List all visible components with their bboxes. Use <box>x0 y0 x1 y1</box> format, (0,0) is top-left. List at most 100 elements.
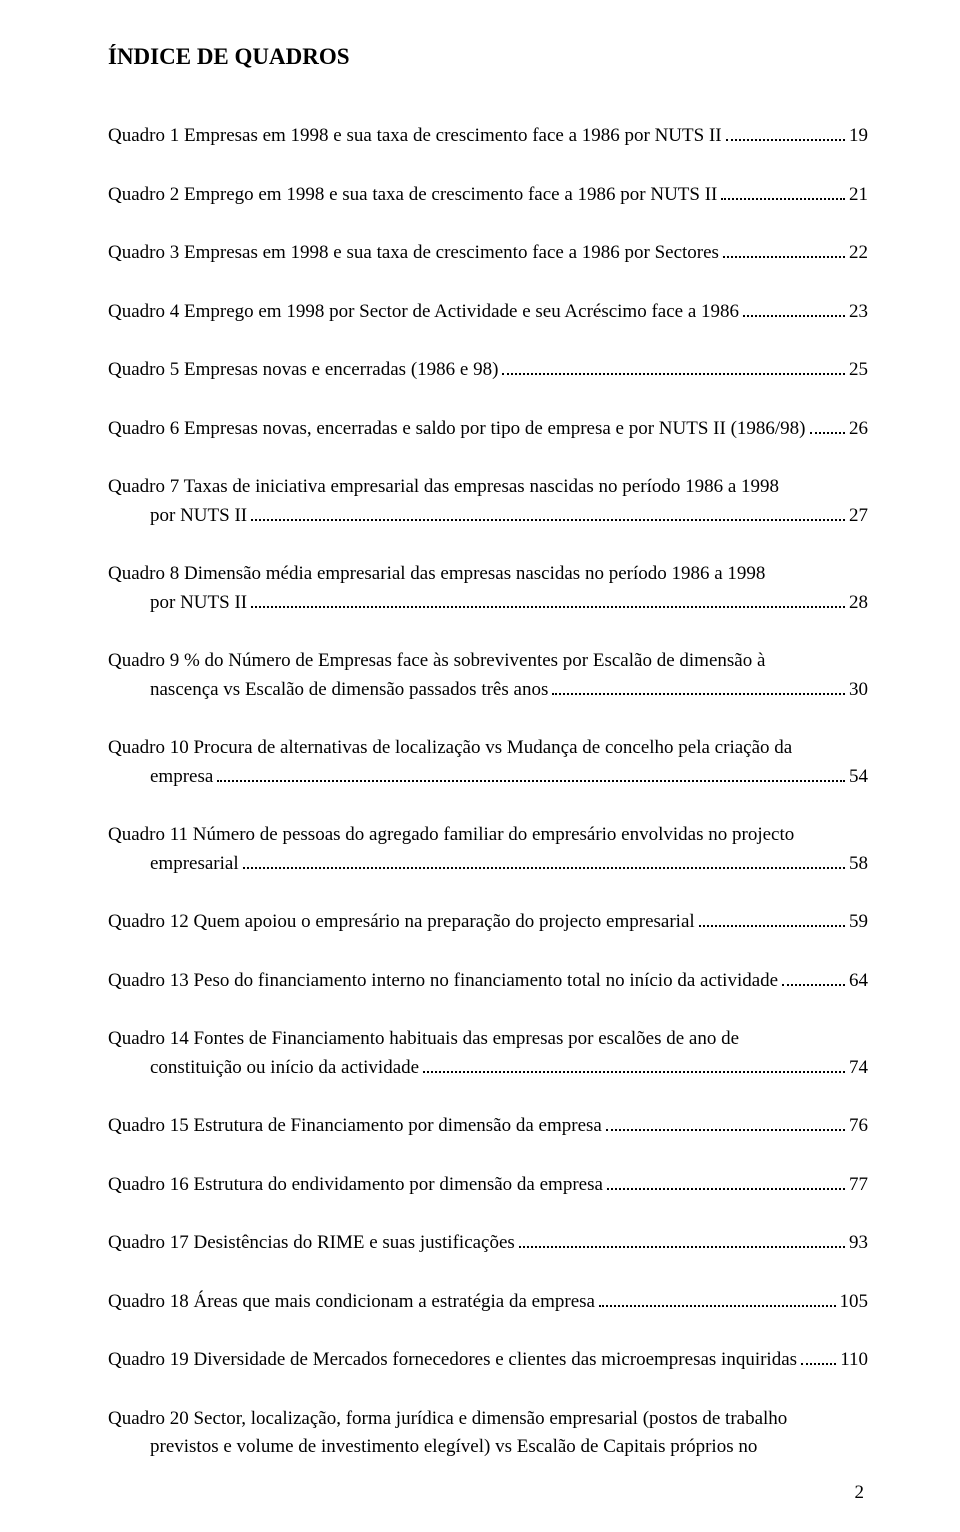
toc-entry-text: por NUTS II <box>150 502 247 531</box>
toc-entry: Quadro 18 Áreas que mais condicionam a e… <box>108 1288 868 1317</box>
toc-entry-line: Quadro 3 Empresas em 1998 e sua taxa de … <box>108 239 868 268</box>
toc-entry: Quadro 2 Emprego em 1998 e sua taxa de c… <box>108 181 868 210</box>
toc-entry: Quadro 11 Número de pessoas do agregado … <box>108 821 868 878</box>
toc-entry-text: Quadro 4 Emprego em 1998 por Sector de A… <box>108 298 739 327</box>
dot-leader <box>423 1055 845 1072</box>
toc-entry-text: Quadro 11 Número de pessoas do agregado … <box>108 821 794 850</box>
toc-entry-page: 19 <box>849 122 868 151</box>
toc-entry-text: Quadro 13 Peso do financiamento interno … <box>108 967 778 996</box>
toc-entry: Quadro 16 Estrutura do endividamento por… <box>108 1171 868 1200</box>
toc-entry-line: por NUTS II28 <box>108 589 868 618</box>
toc-entry-line: Quadro 2 Emprego em 1998 e sua taxa de c… <box>108 181 868 210</box>
toc-entry-line: Quadro 20 Sector, localização, forma jur… <box>108 1405 868 1434</box>
toc-entry-page: 21 <box>849 181 868 210</box>
toc-entry: Quadro 14 Fontes de Financiamento habitu… <box>108 1025 868 1082</box>
toc-entry: Quadro 15 Estrutura de Financiamento por… <box>108 1112 868 1141</box>
toc-entry-text: Quadro 12 Quem apoiou o empresário na pr… <box>108 908 695 937</box>
toc-entry-page: 93 <box>849 1229 868 1258</box>
toc-entry: Quadro 4 Emprego em 1998 por Sector de A… <box>108 298 868 327</box>
dot-leader <box>699 910 845 927</box>
dot-leader <box>743 299 845 316</box>
toc-entry-text: por NUTS II <box>150 589 247 618</box>
toc-entry-line: Quadro 4 Emprego em 1998 por Sector de A… <box>108 298 868 327</box>
toc-entry-line: empresarial 58 <box>108 850 868 879</box>
toc-entry-text: empresarial <box>150 850 239 879</box>
toc-entry-page: 22 <box>849 239 868 268</box>
toc-entry-line: Quadro 5 Empresas novas e encerradas (19… <box>108 356 868 385</box>
toc-entry-page: 77 <box>849 1171 868 1200</box>
toc-entry-page: 26 <box>849 415 868 444</box>
toc-entry-text: previstos e volume de investimento elegí… <box>150 1433 757 1462</box>
toc-entry-line: Quadro 14 Fontes de Financiamento habitu… <box>108 1025 868 1054</box>
toc-entry-page: 76 <box>849 1112 868 1141</box>
toc-entry-page: 27 <box>849 502 868 531</box>
toc-entry-line: Quadro 1 Empresas em 1998 e sua taxa de … <box>108 122 868 151</box>
toc-entry-page: 58 <box>849 850 868 879</box>
toc-entry-text: Quadro 6 Empresas novas, encerradas e sa… <box>108 415 806 444</box>
dot-leader <box>782 968 845 985</box>
dot-leader <box>599 1289 836 1306</box>
toc-entry-line: constituição ou início da actividade74 <box>108 1054 868 1083</box>
toc-entry-line: empresa 54 <box>108 763 868 792</box>
toc-entry-line: Quadro 7 Taxas de iniciativa empresarial… <box>108 473 868 502</box>
toc-entry: Quadro 17 Desistências do RIME e suas ju… <box>108 1229 868 1258</box>
toc-entry-page: 105 <box>840 1288 869 1317</box>
dot-leader <box>552 677 845 694</box>
toc-entry: Quadro 20 Sector, localização, forma jur… <box>108 1405 868 1462</box>
toc-entry-text: Quadro 1 Empresas em 1998 e sua taxa de … <box>108 122 722 151</box>
dot-leader <box>607 1172 845 1189</box>
dot-leader <box>721 182 845 199</box>
toc-entry-page: 25 <box>849 356 868 385</box>
dot-leader <box>723 241 845 258</box>
table-of-contents: Quadro 1 Empresas em 1998 e sua taxa de … <box>108 122 868 1462</box>
toc-entry-text: Quadro 15 Estrutura de Financiamento por… <box>108 1112 602 1141</box>
toc-entry: Quadro 13 Peso do financiamento interno … <box>108 967 868 996</box>
toc-entry-page: 64 <box>849 967 868 996</box>
dot-leader <box>519 1231 845 1248</box>
dot-leader <box>810 416 845 433</box>
dot-leader <box>502 358 845 375</box>
toc-entry-line: por NUTS II 27 <box>108 502 868 531</box>
page-title: ÍNDICE DE QUADROS <box>108 44 868 70</box>
toc-entry: Quadro 9 % do Número de Empresas face às… <box>108 647 868 704</box>
toc-entry-line: nascença vs Escalão de dimensão passados… <box>108 676 868 705</box>
toc-entry-text: Quadro 3 Empresas em 1998 e sua taxa de … <box>108 239 719 268</box>
dot-leader <box>726 124 845 141</box>
toc-entry-line: Quadro 12 Quem apoiou o empresário na pr… <box>108 908 868 937</box>
toc-entry-line: Quadro 11 Número de pessoas do agregado … <box>108 821 868 850</box>
toc-entry-line: previstos e volume de investimento elegí… <box>108 1433 868 1462</box>
toc-entry: Quadro 5 Empresas novas e encerradas (19… <box>108 356 868 385</box>
toc-entry-page: 54 <box>849 763 868 792</box>
toc-entry: Quadro 3 Empresas em 1998 e sua taxa de … <box>108 239 868 268</box>
toc-entry-text: Quadro 7 Taxas de iniciativa empresarial… <box>108 473 779 502</box>
toc-entry-line: Quadro 6 Empresas novas, encerradas e sa… <box>108 415 868 444</box>
toc-entry-text: Quadro 17 Desistências do RIME e suas ju… <box>108 1229 515 1258</box>
toc-entry-text: Quadro 19 Diversidade de Mercados fornec… <box>108 1346 797 1375</box>
dot-leader <box>251 590 845 607</box>
dot-leader <box>251 503 845 520</box>
toc-entry-page: 23 <box>849 298 868 327</box>
toc-entry-line: Quadro 19 Diversidade de Mercados fornec… <box>108 1346 868 1375</box>
toc-entry-line: Quadro 8 Dimensão média empresarial das … <box>108 560 868 589</box>
toc-entry-page: 110 <box>840 1346 868 1375</box>
toc-entry-line: Quadro 18 Áreas que mais condicionam a e… <box>108 1288 868 1317</box>
toc-entry-line: Quadro 15 Estrutura de Financiamento por… <box>108 1112 868 1141</box>
dot-leader <box>801 1348 836 1365</box>
toc-entry-text: Quadro 18 Áreas que mais condicionam a e… <box>108 1288 595 1317</box>
toc-entry: Quadro 10 Procura de alternativas de loc… <box>108 734 868 791</box>
toc-entry-text: Quadro 8 Dimensão média empresarial das … <box>108 560 765 589</box>
toc-entry-line: Quadro 16 Estrutura do endividamento por… <box>108 1171 868 1200</box>
toc-entry-text: Quadro 9 % do Número de Empresas face às… <box>108 647 765 676</box>
toc-entry: Quadro 6 Empresas novas, encerradas e sa… <box>108 415 868 444</box>
dot-leader <box>243 851 845 868</box>
toc-entry-line: Quadro 9 % do Número de Empresas face às… <box>108 647 868 676</box>
toc-entry-text: Quadro 5 Empresas novas e encerradas (19… <box>108 356 498 385</box>
toc-entry-page: 59 <box>849 908 868 937</box>
toc-entry-text: Quadro 10 Procura de alternativas de loc… <box>108 734 792 763</box>
toc-entry: Quadro 12 Quem apoiou o empresário na pr… <box>108 908 868 937</box>
dot-leader <box>606 1114 845 1131</box>
toc-entry-text: nascença vs Escalão de dimensão passados… <box>150 676 548 705</box>
toc-entry-line: Quadro 17 Desistências do RIME e suas ju… <box>108 1229 868 1258</box>
toc-entry-text: empresa <box>150 763 213 792</box>
toc-entry-text: Quadro 20 Sector, localização, forma jur… <box>108 1405 787 1434</box>
